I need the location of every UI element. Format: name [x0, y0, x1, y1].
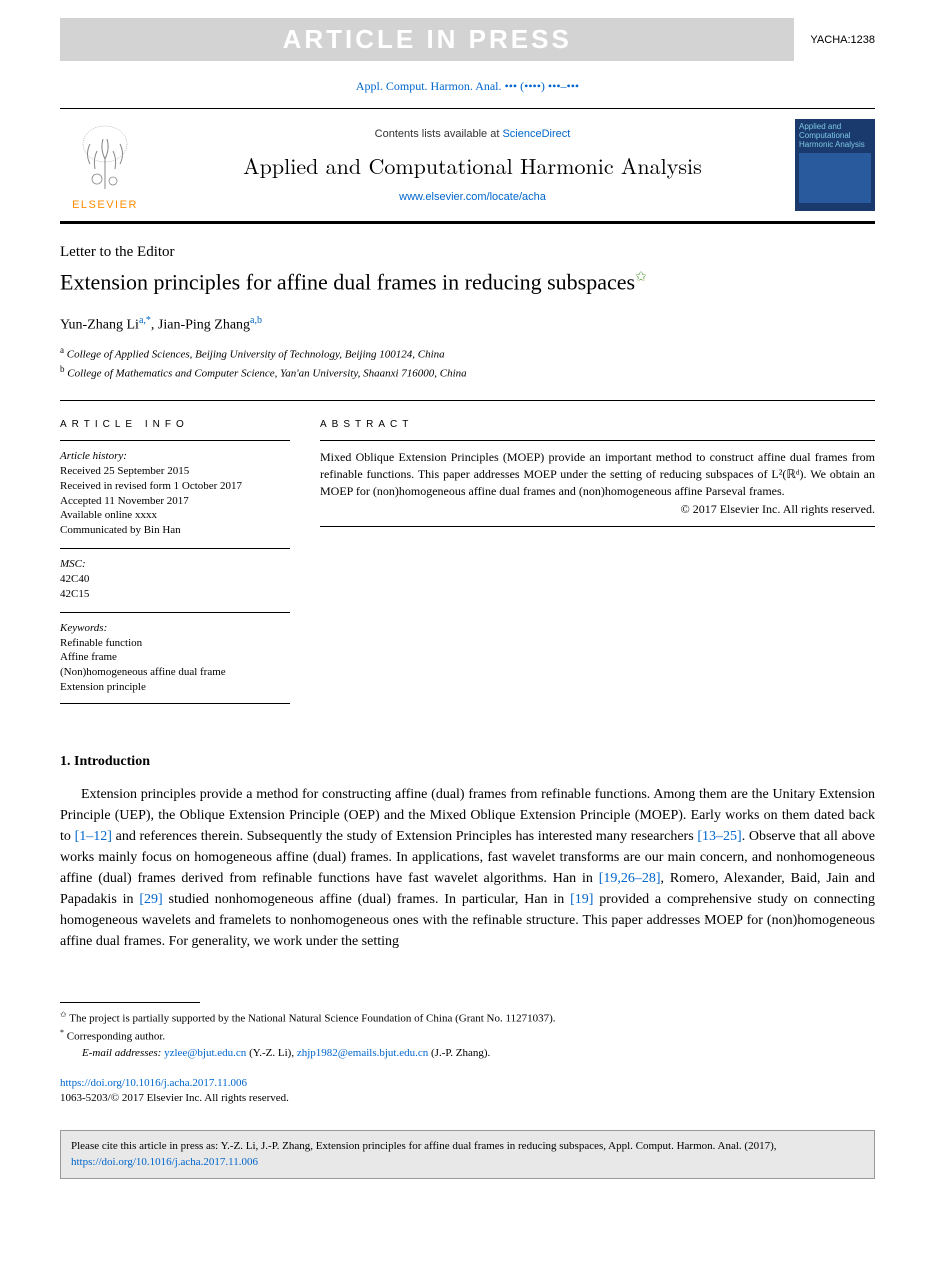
- email-who: (J.-P. Zhang).: [428, 1047, 490, 1059]
- sciencedirect-link[interactable]: ScienceDirect: [502, 128, 570, 140]
- keywords-block: Keywords: Refinable function Affine fram…: [60, 612, 290, 704]
- footnote-divider: [60, 1002, 200, 1003]
- divider: [60, 400, 875, 401]
- affil-mark: a: [60, 345, 64, 355]
- doi-block: https://doi.org/10.1016/j.acha.2017.11.0…: [60, 1076, 875, 1107]
- doi-copyright: 1063-5203/© 2017 Elsevier Inc. All right…: [60, 1092, 289, 1104]
- history-label: Article history:: [60, 449, 290, 464]
- star-icon: ✩: [60, 1010, 67, 1019]
- ref-link[interactable]: [19]: [570, 892, 593, 907]
- intro-paragraph: Extension principles provide a method fo…: [60, 784, 875, 952]
- ref-link[interactable]: [13–25]: [697, 829, 741, 844]
- keyword: Extension principle: [60, 680, 290, 695]
- keywords-label: Keywords:: [60, 621, 290, 636]
- msc-code: 42C15: [60, 587, 290, 602]
- history-line: Received in revised form 1 October 2017: [60, 479, 290, 494]
- author-name: Jian-Ping Zhang: [158, 318, 250, 333]
- author-mark: a,*: [139, 315, 151, 326]
- affil-text: College of Applied Sciences, Beijing Uni…: [67, 349, 445, 361]
- journal-title: Applied and Computational Harmonic Analy…: [150, 150, 795, 181]
- cite-text: Please cite this article in press as: Y.…: [71, 1140, 776, 1152]
- contents-prefix: Contents lists available at: [375, 128, 503, 140]
- divider: [320, 526, 875, 527]
- article-history-block: Article history: Received 25 September 2…: [60, 440, 290, 538]
- article-info-label: ARTICLE INFO: [60, 419, 290, 430]
- journal-cover-thumb: Applied and Computational Harmonic Analy…: [795, 119, 875, 211]
- citation-line: Appl. Comput. Harmon. Anal. ••• (••••) •…: [0, 65, 935, 108]
- email-label: E-mail addresses:: [60, 1047, 161, 1059]
- affil-text: College of Mathematics and Computer Scie…: [67, 368, 466, 380]
- article-type: Letter to the Editor: [60, 244, 875, 261]
- history-line: Communicated by Bin Han: [60, 523, 290, 538]
- email-who: (Y.-Z. Li),: [246, 1047, 297, 1059]
- msc-code: 42C40: [60, 572, 290, 587]
- author-mark: a,b: [250, 315, 262, 326]
- history-line: Accepted 11 November 2017: [60, 494, 290, 509]
- ref-link[interactable]: [19,26–28]: [599, 871, 661, 886]
- cover-line: Harmonic Analysis: [799, 141, 871, 150]
- star-icon: ✩: [635, 270, 647, 285]
- email-link[interactable]: yzlee@bjut.edu.cn: [164, 1047, 246, 1059]
- article-title: Extension principles for affine dual fra…: [60, 269, 875, 295]
- contents-line: Contents lists available at ScienceDirec…: [150, 128, 795, 140]
- ref-link[interactable]: [29]: [139, 892, 162, 907]
- body-span: studied nonhomogeneous affine (dual) fra…: [163, 892, 570, 907]
- asterisk-icon: *: [60, 1028, 64, 1037]
- section-heading: 1. Introduction: [60, 754, 875, 770]
- elsevier-logo: ELSEVIER: [60, 119, 150, 211]
- authors-line: Yun-Zhang Lia,*, Jian-Ping Zhanga,b: [60, 315, 875, 334]
- ref-link[interactable]: [1–12]: [75, 829, 112, 844]
- abstract-copyright: © 2017 Elsevier Inc. All rights reserved…: [320, 501, 875, 518]
- document-id: YACHA:1238: [810, 34, 875, 46]
- abstract-body: Mixed Oblique Extension Principles (MOEP…: [320, 450, 875, 498]
- cite-doi-link[interactable]: https://doi.org/10.1016/j.acha.2017.11.0…: [71, 1156, 258, 1168]
- affil-mark: b: [60, 364, 65, 374]
- journal-url-link[interactable]: www.elsevier.com/locate/acha: [399, 191, 546, 203]
- cite-box: Please cite this article in press as: Y.…: [60, 1130, 875, 1179]
- history-line: Available online xxxx: [60, 508, 290, 523]
- email-link[interactable]: zhjp1982@emails.bjut.edu.cn: [297, 1047, 428, 1059]
- title-text: Extension principles for affine dual fra…: [60, 269, 635, 294]
- doi-link[interactable]: https://doi.org/10.1016/j.acha.2017.11.0…: [60, 1077, 247, 1089]
- keyword: (Non)homogeneous affine dual frame: [60, 665, 290, 680]
- abstract-text: Mixed Oblique Extension Principles (MOEP…: [320, 440, 875, 518]
- body-span: and references therein. Subsequently the…: [112, 829, 697, 844]
- keyword: Refinable function: [60, 636, 290, 651]
- msc-block: MSC: 42C40 42C15: [60, 548, 290, 602]
- elsevier-label: ELSEVIER: [72, 199, 138, 211]
- author-name: Yun-Zhang Li: [60, 318, 139, 333]
- msc-label: MSC:: [60, 557, 290, 572]
- abstract-label: ABSTRACT: [320, 419, 875, 430]
- elsevier-tree-icon: [65, 119, 145, 199]
- footnote-star: The project is partially supported by th…: [69, 1013, 555, 1025]
- footnote-corr: Corresponding author.: [67, 1031, 165, 1043]
- footnotes: ✩ The project is partially supported by …: [60, 1009, 875, 1062]
- banner: ARTICLE IN PRESS: [60, 18, 794, 61]
- history-line: Received 25 September 2015: [60, 464, 290, 479]
- affiliations: a College of Applied Sciences, Beijing U…: [60, 344, 875, 382]
- keyword: Affine frame: [60, 650, 290, 665]
